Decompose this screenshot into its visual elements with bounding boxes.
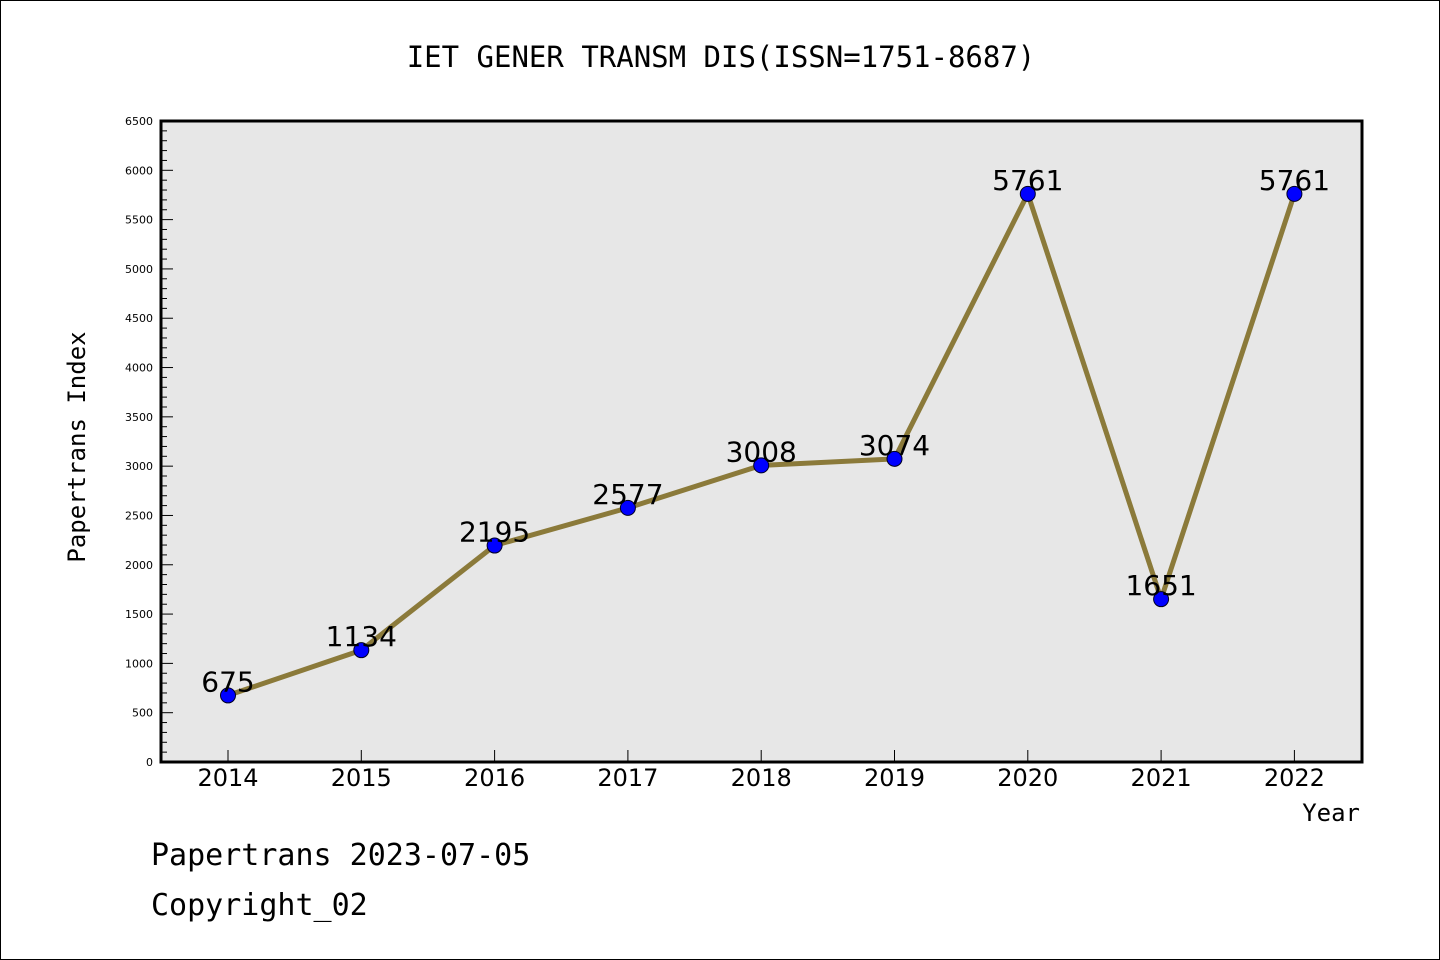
- data-label: 675: [201, 665, 254, 698]
- data-point: [353, 642, 370, 659]
- data-point: [1286, 185, 1303, 202]
- data-label: 2577: [592, 478, 663, 511]
- y-axis-tick-labels: 0 500 1000 1500 2000 2500 3000 3500 4000 4500 5000…: [125, 115, 153, 769]
- data-point: [220, 687, 236, 704]
- footer-date: Papertrans 2023-07-05: [151, 838, 530, 873]
- y-tick-label: 6000: [125, 164, 153, 177]
- y-tick-label: 4000: [125, 362, 153, 375]
- data-point: [486, 537, 503, 554]
- x-tick-label: 2015: [331, 764, 392, 792]
- data-label: 1134: [326, 620, 397, 653]
- data-label: 3008: [726, 435, 797, 468]
- y-tick-label: 0: [146, 756, 153, 769]
- data-point: [753, 457, 770, 474]
- x-tick-label: 2021: [1131, 764, 1192, 792]
- data-point: [619, 499, 636, 516]
- data-label: 1651: [1125, 569, 1196, 602]
- data-label: 3074: [859, 429, 930, 462]
- y-tick-label: 2500: [125, 509, 153, 522]
- y-tick-label: 500: [132, 707, 153, 720]
- x-tick-label: 2022: [1264, 764, 1325, 792]
- x-tick-label: 2017: [597, 764, 658, 792]
- data-point: [1153, 591, 1170, 608]
- y-tick-label: 6500: [125, 115, 153, 128]
- y-tick-label: 3000: [125, 460, 153, 473]
- x-tick-label: 2018: [731, 764, 792, 792]
- data-label: 2195: [459, 516, 530, 549]
- y-axis-ticks: [161, 120, 173, 763]
- footer-copyright: Copyright_02: [151, 888, 368, 923]
- y-tick-label: 5500: [125, 214, 153, 227]
- y-tick-label: 1000: [125, 657, 153, 670]
- chart-title: IET GENER TRANSM DIS(ISSN=1751-8687): [407, 40, 1036, 74]
- y-tick-label: 2000: [125, 559, 153, 572]
- y-axis-label: Papertrans Index: [63, 331, 91, 562]
- x-tick-label: 2019: [864, 764, 925, 792]
- y-tick-label: 5000: [125, 263, 153, 276]
- x-tick-label: 2020: [997, 764, 1058, 792]
- x-axis-ticks: [227, 750, 1295, 762]
- data-point: [886, 450, 903, 467]
- x-axis-label: Year: [1302, 799, 1360, 827]
- y-tick-label: 4500: [125, 312, 153, 325]
- x-tick-label: 2014: [197, 764, 258, 792]
- data-markers: [220, 185, 1303, 704]
- y-tick-label: 3500: [125, 411, 153, 424]
- data-label: 5761: [1259, 164, 1330, 197]
- y-tick-label: 1500: [125, 608, 153, 621]
- x-tick-label: 2016: [464, 764, 525, 792]
- x-axis-tick-labels: 2014 2015 2016 2017 2018 2019 2020 2021 2022: [197, 764, 1324, 792]
- data-label: 5761: [992, 164, 1063, 197]
- data-labels: 675 1134 2195 2577 3008 3074 5761 1651 5761: [201, 164, 1330, 699]
- data-point: [1019, 185, 1036, 202]
